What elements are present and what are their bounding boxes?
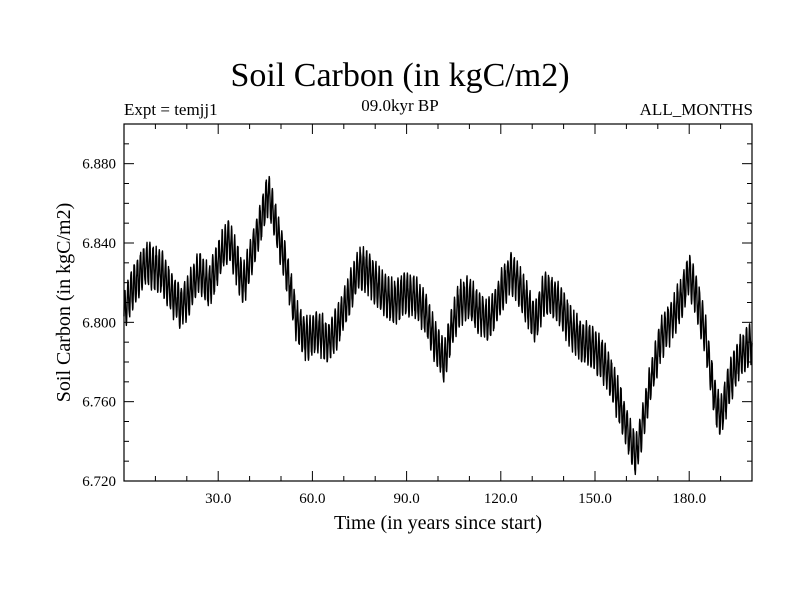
x-tick-label: 60.0	[299, 491, 325, 507]
experiment-label: Expt = temjj1	[124, 100, 218, 119]
x-tick-label: 120.0	[484, 491, 518, 507]
y-tick-label: 6.720	[82, 474, 116, 490]
y-tick-label: 6.800	[82, 315, 116, 331]
months-label: ALL_MONTHS	[639, 100, 753, 119]
chart-title: Soil Carbon (in kgC/m2)	[230, 57, 570, 94]
y-tick-label: 6.760	[82, 395, 116, 411]
ticks-layer: 30.0 60.0 90.0 120.0 150.0 180.0 6.720 6.760 6.8…	[82, 123, 752, 507]
x-axis-label: Time (in years since start)	[334, 512, 542, 534]
y-tick-label: 6.880	[82, 157, 116, 173]
x-tick-label: 150.0	[578, 491, 612, 507]
x-tick-label: 90.0	[393, 491, 419, 507]
period-label: 09.0kyr BP	[361, 96, 439, 115]
plot-frame	[123, 123, 753, 482]
x-tick-label: 180.0	[672, 491, 706, 507]
y-tick-label: 6.840	[82, 236, 116, 252]
data-layer	[123, 175, 753, 476]
y-axis-label: Soil Carbon (in kgC/m2)	[53, 203, 75, 402]
series-line-soil-carbon	[123, 175, 753, 476]
x-tick-label: 30.0	[205, 491, 231, 507]
